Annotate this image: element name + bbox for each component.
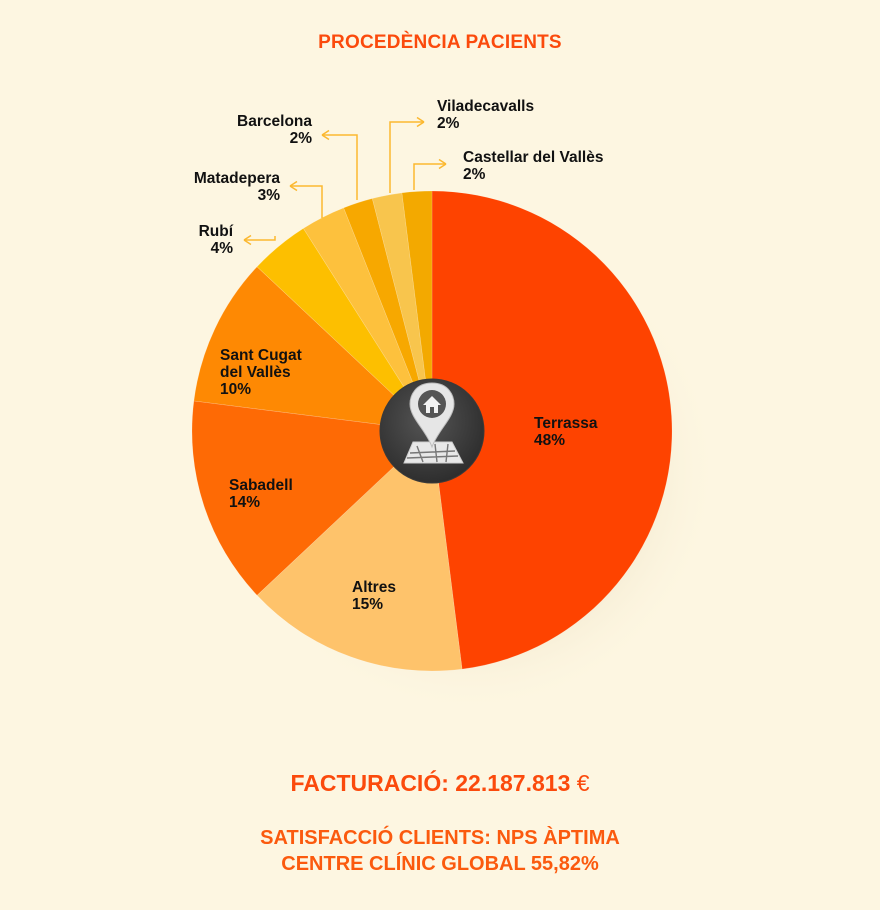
callout-arrow-rub-	[243, 234, 252, 246]
facturacio-text: FACTURACIÓ: 22.187.813 €	[0, 770, 880, 797]
label-sant-cugat-del-vall-s: Sant Cugat del Vallès 10%	[220, 347, 302, 398]
callout-arrow-viladecavalls	[416, 116, 425, 128]
pie-slice-rub-	[256, 227, 433, 432]
pie-slice-altres	[256, 430, 463, 672]
pie-slice-terrassa	[431, 190, 673, 670]
slice-labels: Terrassa 48% Altres 15% Sabadell 14% Sant Cuga…	[194, 98, 604, 613]
label-altres: Altres 15%	[352, 579, 396, 613]
callout-line-castellar-del-vall-s	[413, 163, 446, 190]
callout-arrow-castellar-del-vall-s	[438, 158, 447, 170]
pie-slices	[191, 190, 673, 672]
callout-line-rub-	[244, 236, 276, 241]
facturacio-label: FACTURACIÓ: 22.187.813	[290, 770, 571, 796]
pie-slice-matadepera	[302, 207, 433, 432]
nps-line-2: CENTRE CLÍNIC GLOBAL 55,82%	[281, 853, 599, 875]
callout-line-viladecavalls	[389, 121, 424, 193]
callout-arrow-barcelona	[321, 129, 330, 141]
pie-chart: Terrassa 48% Altres 15% Sabadell 14% Sant Cuga…	[191, 98, 720, 715]
nps-line-1: SATISFACCIÓ CLIENTS: NPS ÀPTIMA	[260, 827, 620, 849]
label-barcelona: Barcelona 2%	[237, 113, 312, 147]
pie-slice-barcelona	[343, 198, 433, 432]
home-location-map-icon	[379, 378, 485, 484]
callout-lines	[243, 116, 447, 246]
label-rub-: Rubí 4%	[199, 223, 234, 257]
label-matadepera: Matadepera 3%	[194, 170, 281, 204]
label-terrassa: Terrassa 48%	[534, 415, 598, 449]
facturacio-currency: €	[576, 770, 590, 796]
pie-slice-viladecavalls	[371, 192, 433, 432]
chart-title: PROCEDÈNCIA PACIENTS	[318, 32, 562, 53]
callout-line-barcelona	[322, 134, 358, 200]
pie-slice-castellar-del-vall-s	[401, 190, 433, 432]
label-castellar-del-vall-s: Castellar del Vallès 2%	[463, 149, 603, 183]
label-viladecavalls: Viladecavalls 2%	[437, 98, 534, 132]
nps-text: SATISFACCIÓ CLIENTS: NPS ÀPTIMA CENTRE C…	[0, 825, 880, 877]
callout-arrow-matadepera	[289, 180, 298, 192]
label-sabadell: Sabadell 14%	[229, 477, 293, 511]
pie-slice-sant-cugat-del-vall-s	[193, 266, 433, 432]
callout-line-matadepera	[290, 185, 323, 218]
pie-slice-sabadell	[191, 400, 433, 596]
